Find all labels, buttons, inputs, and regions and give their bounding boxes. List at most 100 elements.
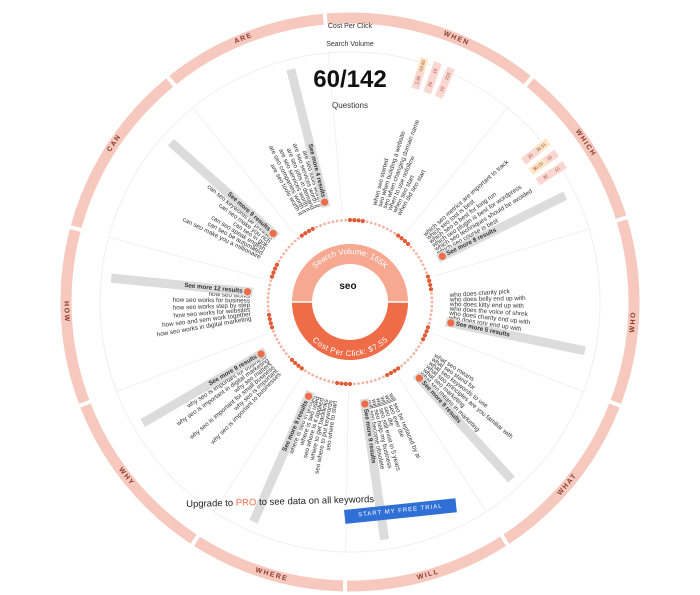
ring-dot [296,363,301,368]
ring-dot [347,381,353,387]
ring-dot [335,380,340,386]
sector-which: which seo metrics are important to track… [422,138,568,263]
ring-dot [307,371,311,375]
ring-dot [315,225,319,229]
chevron-down-icon[interactable] [243,288,252,296]
sector-divider [327,52,343,215]
chevron-down-icon[interactable] [415,374,423,382]
ring-dot [422,333,428,338]
ring-dot [427,321,431,325]
sector-divider [434,228,590,277]
data-cell-value: $5.51 [535,141,547,152]
ring-gap [67,224,84,233]
ring-dot [396,233,401,238]
ring-dot [319,377,323,380]
category-label-who: WHO [629,311,637,333]
ring-dot [269,274,275,279]
data-cell-value: $0.20 [532,161,544,172]
question-item[interactable]: how seo works for business [173,297,250,305]
chevron-down-icon[interactable] [304,392,313,400]
ring-dot [272,329,275,333]
ring-dot [289,357,295,363]
ring-dot [352,218,357,223]
ring-dot [269,325,275,330]
ring-dot [282,348,286,352]
category-label-how: HOW [62,301,70,323]
chevron-down-icon[interactable] [447,319,455,327]
ring-dot [425,325,431,330]
chevron-down-icon[interactable] [269,229,277,238]
ring-dot [311,373,315,377]
ring-dot [296,236,300,240]
ring-dot [417,345,421,349]
ring-dot [287,355,291,359]
ring-dot [274,262,280,267]
ring-dot [365,220,369,224]
ring-dot [339,381,344,386]
ring-dot [430,292,433,295]
data-cell [434,79,450,99]
see-more-band [167,138,280,241]
ring-dot [428,317,432,321]
ring-gap [76,399,94,409]
ring-dot [429,313,433,317]
sector-divider [431,333,584,393]
ring-dot [430,304,434,308]
data-cell-value: $18.80 [418,59,427,74]
sector-divider [404,107,508,234]
data-cell-value: 10 [439,85,446,92]
data-cell-value: 10 [554,166,561,173]
chevron-down-icon[interactable] [438,252,446,260]
ring-gap [322,10,328,28]
chevron-down-icon[interactable] [320,198,329,206]
question-item[interactable]: who does belly end up with [449,295,526,304]
see-more-band [445,317,586,356]
question-item[interactable]: who does kitty end up with [449,301,525,310]
ring-dot [402,238,407,244]
ring-dot [273,333,277,337]
ring-gap [189,532,202,548]
ring-dot [392,368,397,373]
ring-dot [356,218,361,223]
chevron-down-icon[interactable] [361,400,369,408]
sector-divider [192,107,296,234]
ring-dot [389,229,393,233]
ring-dot [293,239,297,243]
question-item[interactable]: how seo works [208,291,250,300]
pro-link[interactable]: PRO [235,497,257,509]
ring-dot [267,309,270,312]
chevron-down-icon[interactable] [257,350,265,358]
ring-dot [299,366,304,371]
ring-dot [331,380,335,384]
ring-dot [279,255,283,259]
ring-gap [522,73,536,89]
ring-dot [282,252,286,256]
ring-dot [388,370,394,376]
ring-dot [357,382,360,385]
ring-dot [423,267,427,271]
ring-dot [373,222,377,226]
question-item[interactable]: who does charity pick [449,288,511,299]
sector-divider [213,375,303,512]
ring-dot [293,360,298,366]
cost-per-click-label: Cost Per Click [327,23,373,30]
upgrade-prefix: Upgrade to [186,497,236,510]
dot-ring [266,217,434,387]
question-item[interactable]: how seo works step by step [173,302,251,312]
ring-dot [284,352,288,356]
questions-count: 60/142 [313,66,387,93]
ring-dot [403,361,407,365]
data-cell [535,168,556,186]
ring-gap [164,73,178,89]
ring-dot [409,245,413,249]
ring-dot [425,271,428,275]
ring-dot [271,270,276,275]
category-label-which: WHICH [574,128,597,158]
ring-dot [417,255,421,259]
ring-dot [340,219,343,222]
ring-dot [335,219,339,223]
ring-dot [303,231,308,236]
